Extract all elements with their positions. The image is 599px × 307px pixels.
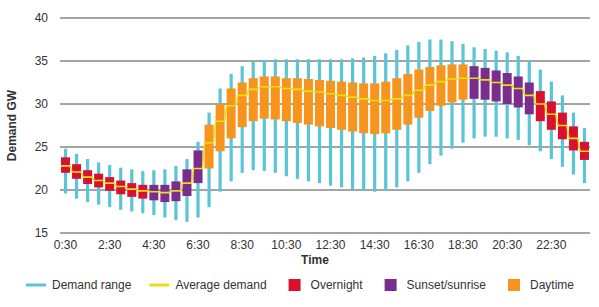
box xyxy=(127,183,136,197)
x-tick-label: 4:30 xyxy=(142,238,166,252)
box xyxy=(282,78,291,121)
box xyxy=(370,83,379,134)
box xyxy=(470,66,479,99)
box xyxy=(105,177,114,191)
box xyxy=(403,74,412,125)
x-tick-label: 18:30 xyxy=(448,238,478,252)
box xyxy=(315,80,324,126)
box xyxy=(194,150,203,183)
grid-line xyxy=(60,61,590,62)
x-tick-label: 14:30 xyxy=(360,238,390,252)
box xyxy=(447,64,456,102)
legend-swatch xyxy=(26,284,46,287)
box xyxy=(348,83,357,132)
box xyxy=(149,185,158,200)
grid-line xyxy=(60,147,590,148)
legend-label: Sunset/sunrise xyxy=(407,278,487,292)
chart: 15 20 25 30 35 40 0:30 2:30 4:30 6:30 8:30 10:30 12:… xyxy=(0,0,599,307)
average-line xyxy=(61,78,589,192)
y-axis-line xyxy=(60,18,61,233)
y-axis-title: Demand GW xyxy=(5,89,19,161)
x-tick-label: 2:30 xyxy=(98,238,122,252)
y-tick-label: 25 xyxy=(35,140,49,154)
box xyxy=(205,125,214,169)
box xyxy=(392,78,401,130)
y-tick-label: 15 xyxy=(35,226,49,240)
legend-label: Daytime xyxy=(530,278,574,292)
box xyxy=(160,185,169,202)
box xyxy=(260,76,269,118)
box xyxy=(414,70,423,118)
box xyxy=(381,82,390,134)
legend-swatch xyxy=(289,279,301,291)
box xyxy=(116,181,125,195)
legend-swatch xyxy=(149,284,169,287)
box xyxy=(271,76,280,119)
box xyxy=(514,76,523,107)
x-tick-label: 12:30 xyxy=(316,238,346,252)
y-tick-label: 20 xyxy=(35,183,49,197)
box xyxy=(459,64,468,99)
plot-area xyxy=(61,40,589,222)
box xyxy=(216,104,225,151)
box xyxy=(238,83,247,128)
x-tick-label: 20:30 xyxy=(492,238,522,252)
box xyxy=(359,83,368,133)
y-tick-label: 30 xyxy=(35,97,49,111)
legend-swatch xyxy=(385,279,397,291)
legend-swatch xyxy=(508,279,520,291)
x-tick-label: 10:30 xyxy=(271,238,301,252)
box xyxy=(61,157,70,172)
box xyxy=(436,65,445,105)
box xyxy=(547,101,556,129)
legend-label: Average demand xyxy=(175,278,266,292)
box xyxy=(525,83,534,115)
box xyxy=(304,79,313,125)
box xyxy=(481,68,490,100)
box xyxy=(425,67,434,111)
y-tick-label: 35 xyxy=(35,54,49,68)
legend-label: Overnight xyxy=(311,278,364,292)
box xyxy=(492,70,501,101)
legend-label: Demand range xyxy=(52,278,132,292)
grid-line xyxy=(60,233,590,234)
box xyxy=(138,185,147,199)
box xyxy=(293,78,302,123)
box xyxy=(536,91,545,121)
box xyxy=(337,82,346,130)
box xyxy=(326,81,335,128)
box xyxy=(227,89,236,139)
grid-line xyxy=(60,18,590,19)
box xyxy=(249,78,258,121)
y-tick-label: 40 xyxy=(35,11,49,25)
x-tick-label: 8:30 xyxy=(231,238,255,252)
x-axis-title: Time xyxy=(301,253,329,267)
box xyxy=(503,73,512,104)
x-tick-label: 6:30 xyxy=(186,238,210,252)
x-tick-label: 0:30 xyxy=(54,238,78,252)
x-tick-label: 16:30 xyxy=(404,238,434,252)
x-tick-label: 22:30 xyxy=(536,238,566,252)
